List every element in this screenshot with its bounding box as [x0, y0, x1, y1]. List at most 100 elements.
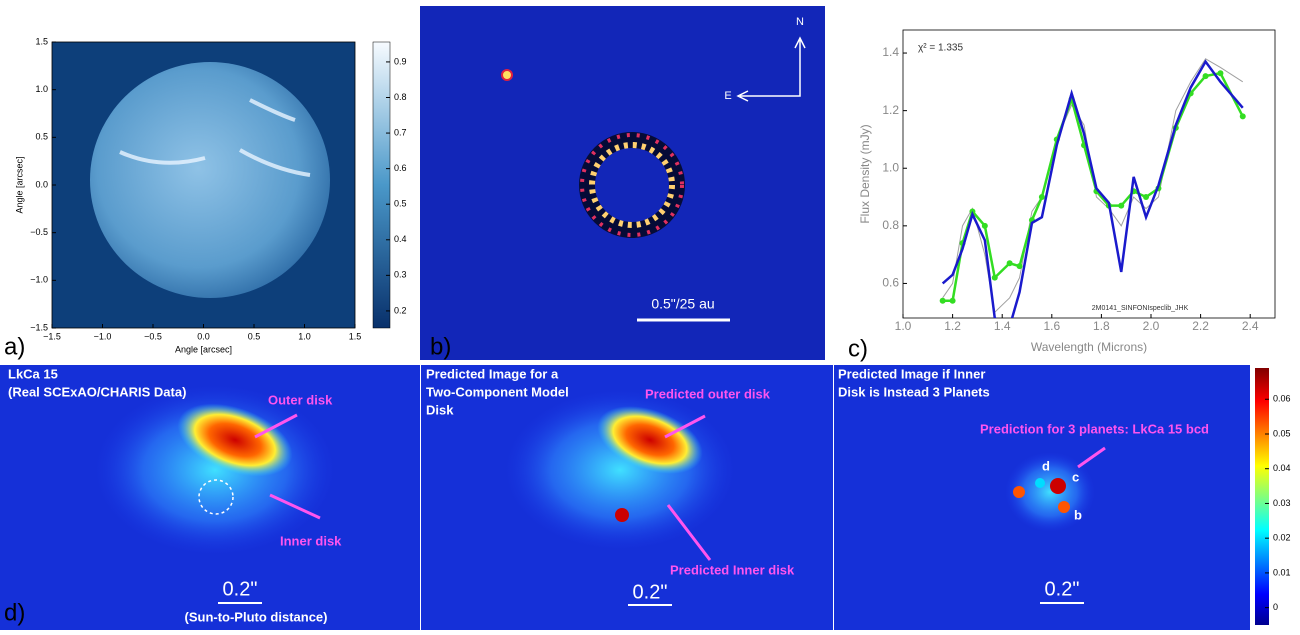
panel-title: Predicted Image if Inner: [838, 366, 985, 381]
x-tick-label: −1.5: [43, 331, 61, 341]
scale-label: 0.2": [1045, 578, 1080, 600]
y-tick-label: −0.5: [30, 227, 48, 237]
series-point: [1202, 73, 1209, 80]
colorbar-tick-label: 0.7: [394, 127, 407, 137]
panel-label: b): [430, 333, 451, 360]
panel-d-left: [0, 365, 420, 630]
colorbar-tick-label: 0.03: [1273, 498, 1291, 508]
y-tick-label: −1.5: [30, 322, 48, 332]
compass-east: E: [724, 90, 731, 102]
colorbar-tick-label: 0.6: [394, 163, 407, 173]
panel-d-middle: [421, 365, 833, 630]
y-tick-label: −1.0: [30, 275, 48, 285]
panel-title: Two-Component Model: [426, 384, 569, 399]
series-point: [1143, 194, 1150, 201]
colorbar-tick-label: 0.2: [394, 305, 407, 315]
colorbar-tick-label: 0.06: [1273, 394, 1291, 404]
compass: [736, 36, 806, 102]
colorbar-tick-label: 0.04: [1273, 463, 1291, 473]
x-tick-label: −1.0: [94, 331, 112, 341]
x-tick-label: 1.6: [1043, 319, 1060, 333]
colorbar-tick-label: 0.4: [394, 234, 407, 244]
x-tick-label: 1.5: [349, 331, 362, 341]
y-tick-label: 0.8: [882, 218, 899, 232]
annotation: Prediction for 3 planets: LkCa 15 bcd: [980, 421, 1209, 436]
cloud-bands: [119, 98, 311, 177]
colorbar-tick-label: 0.9: [394, 56, 407, 66]
colorbar-tick-label: 0.5: [394, 199, 407, 209]
panel-label: a): [4, 333, 25, 360]
x-tick-label: 2.4: [1242, 319, 1259, 333]
series-point: [939, 297, 946, 304]
panel-label: c): [848, 335, 868, 362]
x-tick-label: 1.2: [944, 319, 961, 333]
series-point: [981, 222, 988, 229]
annotation: Outer disk: [268, 392, 333, 407]
series-point: [1038, 194, 1045, 201]
panel-title: (Real SCExAO/CHARIS Data): [8, 384, 186, 399]
y-tick-label: 0.0: [35, 179, 48, 189]
series-point: [949, 297, 956, 304]
x-tick-label: −0.5: [144, 331, 162, 341]
annotation: Inner disk: [280, 533, 342, 548]
x-tick-label: 1.0: [895, 319, 912, 333]
series-point: [1239, 113, 1246, 120]
y-tick-label: 1.5: [35, 36, 48, 46]
x-tick-label: 1.8: [1093, 319, 1110, 333]
annotation: Predicted Inner disk: [670, 562, 795, 577]
y-tick-label: 0.6: [882, 276, 899, 290]
compass-north: N: [796, 16, 804, 28]
axes-frame: [902, 29, 1276, 319]
y-tick-label: 1.0: [35, 84, 48, 94]
y-tick-label: 1.4: [882, 45, 899, 59]
x-tick-label: 0.5: [248, 331, 261, 341]
image-b: [420, 6, 825, 360]
y-axis-label: Angle [arcsec]: [14, 156, 24, 213]
panel-d-right: [834, 365, 1250, 630]
planet-image: [90, 62, 330, 298]
companion: [501, 69, 513, 81]
colorbar-tick-label: 0.01: [1273, 567, 1291, 577]
y-axis-label: Flux Density (mJy): [858, 124, 872, 223]
colorbar-d: [1255, 368, 1269, 625]
series-point: [1118, 202, 1125, 209]
x-axis-label: Wavelength (Microns): [1031, 340, 1147, 354]
panel-title: LkCa 15: [8, 366, 58, 381]
x-tick-label: 0.0: [197, 331, 210, 341]
series-point: [1006, 260, 1013, 267]
x-tick-label: 1.4: [994, 319, 1011, 333]
colorbar-tick-label: 0: [1273, 602, 1278, 612]
planet-label: b: [1074, 507, 1082, 522]
speckle-ring: [579, 132, 685, 238]
colorbar-tick-label: 0.05: [1273, 428, 1291, 438]
panel-label: d): [4, 599, 25, 626]
y-tick-label: 0.5: [35, 132, 48, 142]
speckle-ring: [580, 133, 684, 237]
series-point: [991, 274, 998, 281]
series-point: [1217, 70, 1224, 77]
scale-label: 0.5"/25 au: [651, 296, 714, 312]
y-tick-label: 1.2: [882, 103, 899, 117]
annotation: Predicted outer disk: [645, 386, 771, 401]
note: 2M0141_SINFONIspeclib_JHK: [1092, 305, 1189, 312]
scale-label: 0.2": [633, 581, 668, 603]
planet-label: c: [1072, 469, 1079, 484]
colorbar-tick-label: 0.3: [394, 270, 407, 280]
x-tick-label: 2.2: [1192, 319, 1209, 333]
scale-label: 0.2": [223, 578, 258, 600]
speckle-ring: [589, 142, 675, 228]
x-axis-label: Angle [arcsec]: [175, 344, 232, 354]
x-tick-label: 1.0: [298, 331, 311, 341]
note: (Sun-to-Pluto distance): [185, 609, 328, 624]
planet-label: d: [1042, 458, 1050, 473]
series-line: [941, 59, 1244, 318]
series-point: [1016, 263, 1023, 270]
y-tick-label: 1.0: [882, 160, 899, 174]
annotation: χ² = 1.335: [918, 43, 963, 54]
panel-title: Disk is Instead 3 Planets: [838, 384, 990, 399]
panel-title: Predicted Image for a: [426, 366, 559, 381]
colorbar-tick-label: 0.02: [1273, 533, 1291, 543]
colorbar-tick-label: 0.8: [394, 92, 407, 102]
series-line: [942, 58, 1244, 314]
